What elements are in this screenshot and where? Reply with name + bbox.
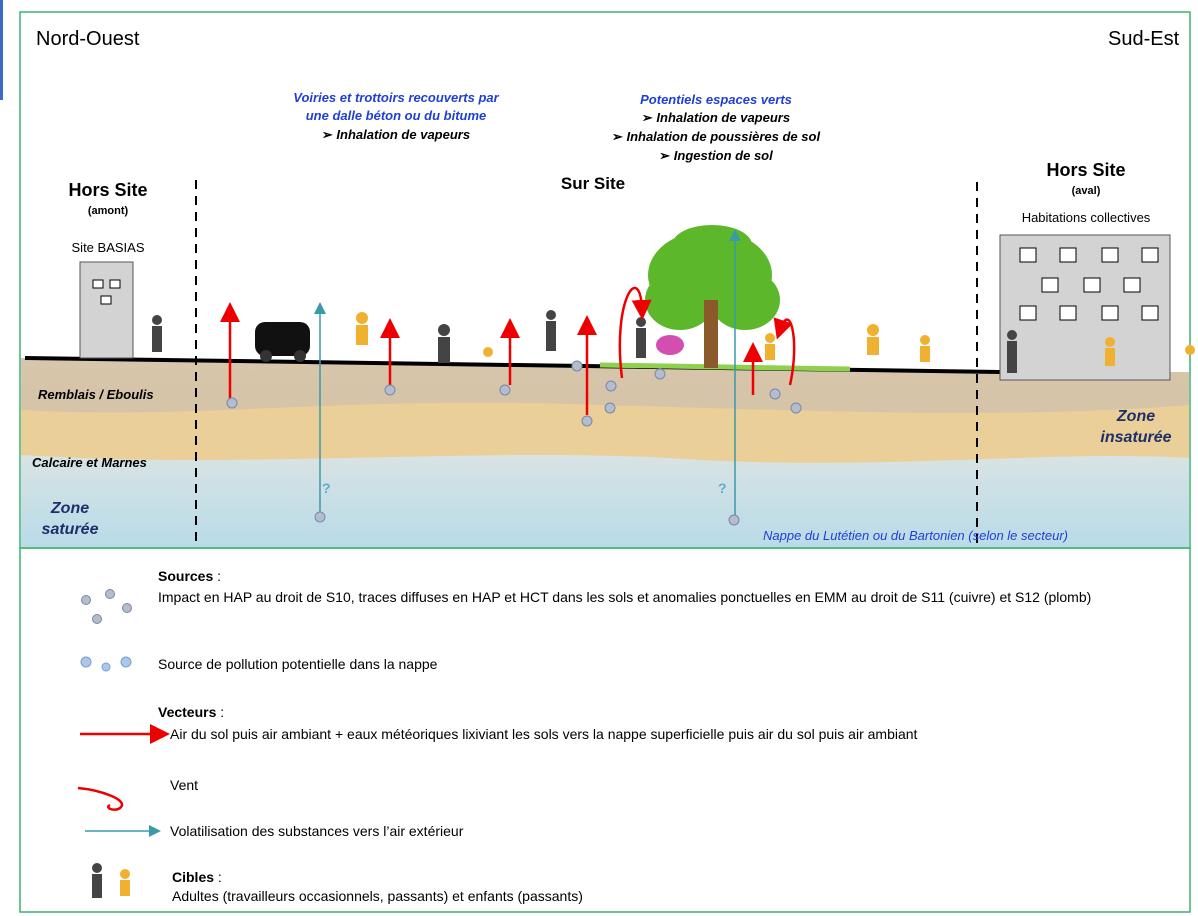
exposure-item: Ingestion de sol — [659, 148, 772, 164]
aquifer-label: Nappe du Lutétien ou du Bartonien (selon… — [763, 528, 1068, 543]
legend-text: Impact en HAP au droit de S10, traces di… — [158, 587, 1168, 607]
zone-label: Hors Site — [68, 180, 147, 201]
exposure-item: Inhalation de poussières de sol — [612, 129, 820, 145]
zone-title: Potentiels espaces verts — [640, 92, 792, 107]
legend-text: Source de pollution potentielle dans la … — [158, 656, 437, 672]
legend-heading: Vecteurs : — [158, 704, 224, 720]
legend-text: Adultes (travailleurs occasionnels, pass… — [172, 888, 583, 904]
zone-label: Sur Site — [561, 174, 625, 194]
page: Nord-Ouest Sud-Est Voiries et trottoirs … — [0, 0, 1198, 916]
legend-heading-suffix: : — [214, 869, 222, 885]
building-label: Habitations collectives — [1022, 210, 1151, 225]
legend-heading: Sources : — [158, 568, 221, 584]
zone-title: Voiries et trottoirs recouverts par — [293, 90, 498, 105]
zone-sublabel: (amont) — [88, 205, 128, 217]
legend-heading-text: Cibles — [172, 869, 214, 885]
layer-label: Calcaire et Marnes — [32, 455, 147, 470]
layer-label: Zone — [1117, 408, 1155, 426]
legend-heading-text: Sources — [158, 568, 213, 584]
legend-heading-suffix: : — [213, 568, 221, 584]
legend-text: Vent — [170, 777, 198, 793]
layer-label: Zone — [51, 500, 89, 518]
zone-title: une dalle béton ou du bitume — [306, 108, 487, 123]
label: Nord-Ouest — [36, 28, 139, 51]
label: Sud-Est — [1108, 28, 1179, 51]
question-mark: ? — [718, 480, 727, 496]
layer-label: Remblais / Eboulis — [38, 387, 154, 402]
exposure-item: Inhalation de vapeurs — [642, 110, 790, 126]
legend-text: Volatilisation des substances vers l’air… — [170, 823, 463, 839]
legend-heading-suffix: : — [216, 704, 224, 720]
legend-text: Air du sol puis air ambiant + eaux météo… — [170, 724, 1170, 744]
zone-sublabel: (aval) — [1072, 185, 1101, 197]
legend-heading-text: Vecteurs — [158, 704, 216, 720]
exposure-item: Inhalation de vapeurs — [322, 127, 470, 143]
question-mark: ? — [322, 480, 331, 496]
building-label: Site BASIAS — [72, 240, 145, 255]
zone-label: Hors Site — [1046, 160, 1125, 181]
layer-label: saturée — [42, 521, 99, 539]
legend-heading: Cibles : — [172, 869, 222, 885]
layer-label: insaturée — [1100, 429, 1171, 447]
